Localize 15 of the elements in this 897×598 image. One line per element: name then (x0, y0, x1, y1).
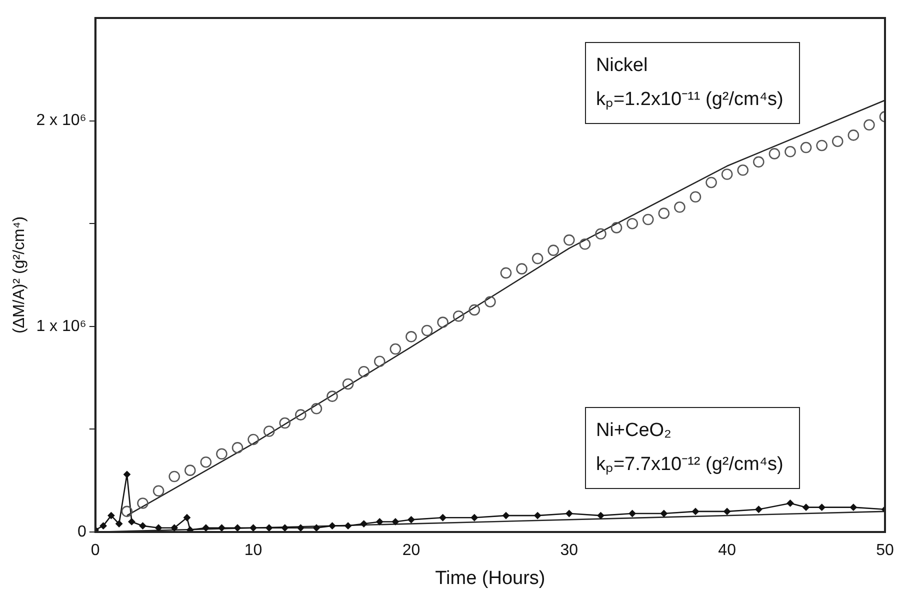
annotation: kₚ=1.2x10⁻¹¹ (g²/cm⁴s) (596, 88, 784, 112)
y-axis-title: (ΔM/A)² (g²/cm⁴) (11, 216, 28, 334)
x-tick-label: 30 (560, 542, 578, 560)
x-tick-label: 10 (244, 542, 262, 560)
annotation: Ni+CeO₂ (596, 419, 672, 443)
x-tick-label: 20 (402, 542, 420, 560)
x-tick-label: 0 (90, 542, 100, 560)
x-axis-title: Time (Hours) (435, 568, 546, 589)
x-tick-label: 40 (718, 542, 736, 560)
annotation: kₚ=7.7x10⁻¹² (g²/cm⁴s) (596, 453, 784, 477)
y-tick-label: 2 x 10⁶ (36, 112, 86, 130)
y-tick-label: 1 x 10⁶ (36, 318, 86, 335)
y-tick-label: 0 (77, 523, 86, 540)
x-tick-label: 50 (876, 542, 894, 560)
annotation: Nickel (596, 54, 649, 78)
